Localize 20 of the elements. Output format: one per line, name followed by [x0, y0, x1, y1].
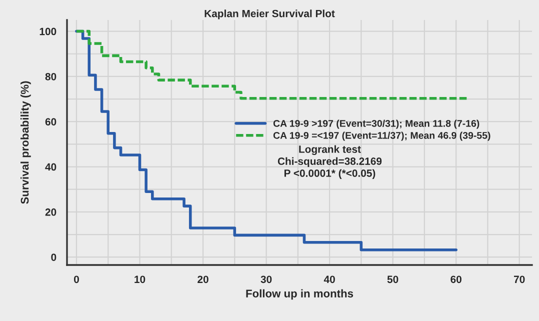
y-axis-title: Survival probability (%)	[20, 81, 31, 204]
y-tick-label: 20	[45, 208, 56, 216]
x-tick-label: 10	[134, 276, 146, 284]
legend-label: CA 19-9 =<197 (Event=11/37); Mean 46.9 (39-55)	[273, 132, 490, 141]
y-tick-label: 80	[45, 72, 56, 80]
x-tick-label: 0	[74, 276, 79, 284]
x-tick-label: 20	[198, 276, 208, 284]
annotation: Logrank test Chi-squared=38.2169 P <0.0001* (*<0.05)	[278, 145, 382, 179]
x-tick-label: 50	[387, 276, 398, 284]
x-tick-label: 70	[514, 276, 525, 284]
x-tick-label: 30	[260, 276, 272, 284]
legend-label: CA 19-9 >197 (Event=30/31); Mean 11.8 (7-16)	[273, 120, 480, 129]
x-tick-label: 40	[324, 276, 335, 284]
x-tick-label: 60	[450, 276, 462, 284]
y-tick-label: 60	[45, 118, 56, 126]
x-axis-title: Follow up in months	[246, 289, 354, 300]
y-tick-label: 100	[40, 28, 56, 36]
y-tick-label: 0	[51, 254, 56, 261]
y-tick-label: 40	[45, 163, 56, 171]
chart-title: Kaplan Meier Survival Plot	[204, 10, 335, 20]
